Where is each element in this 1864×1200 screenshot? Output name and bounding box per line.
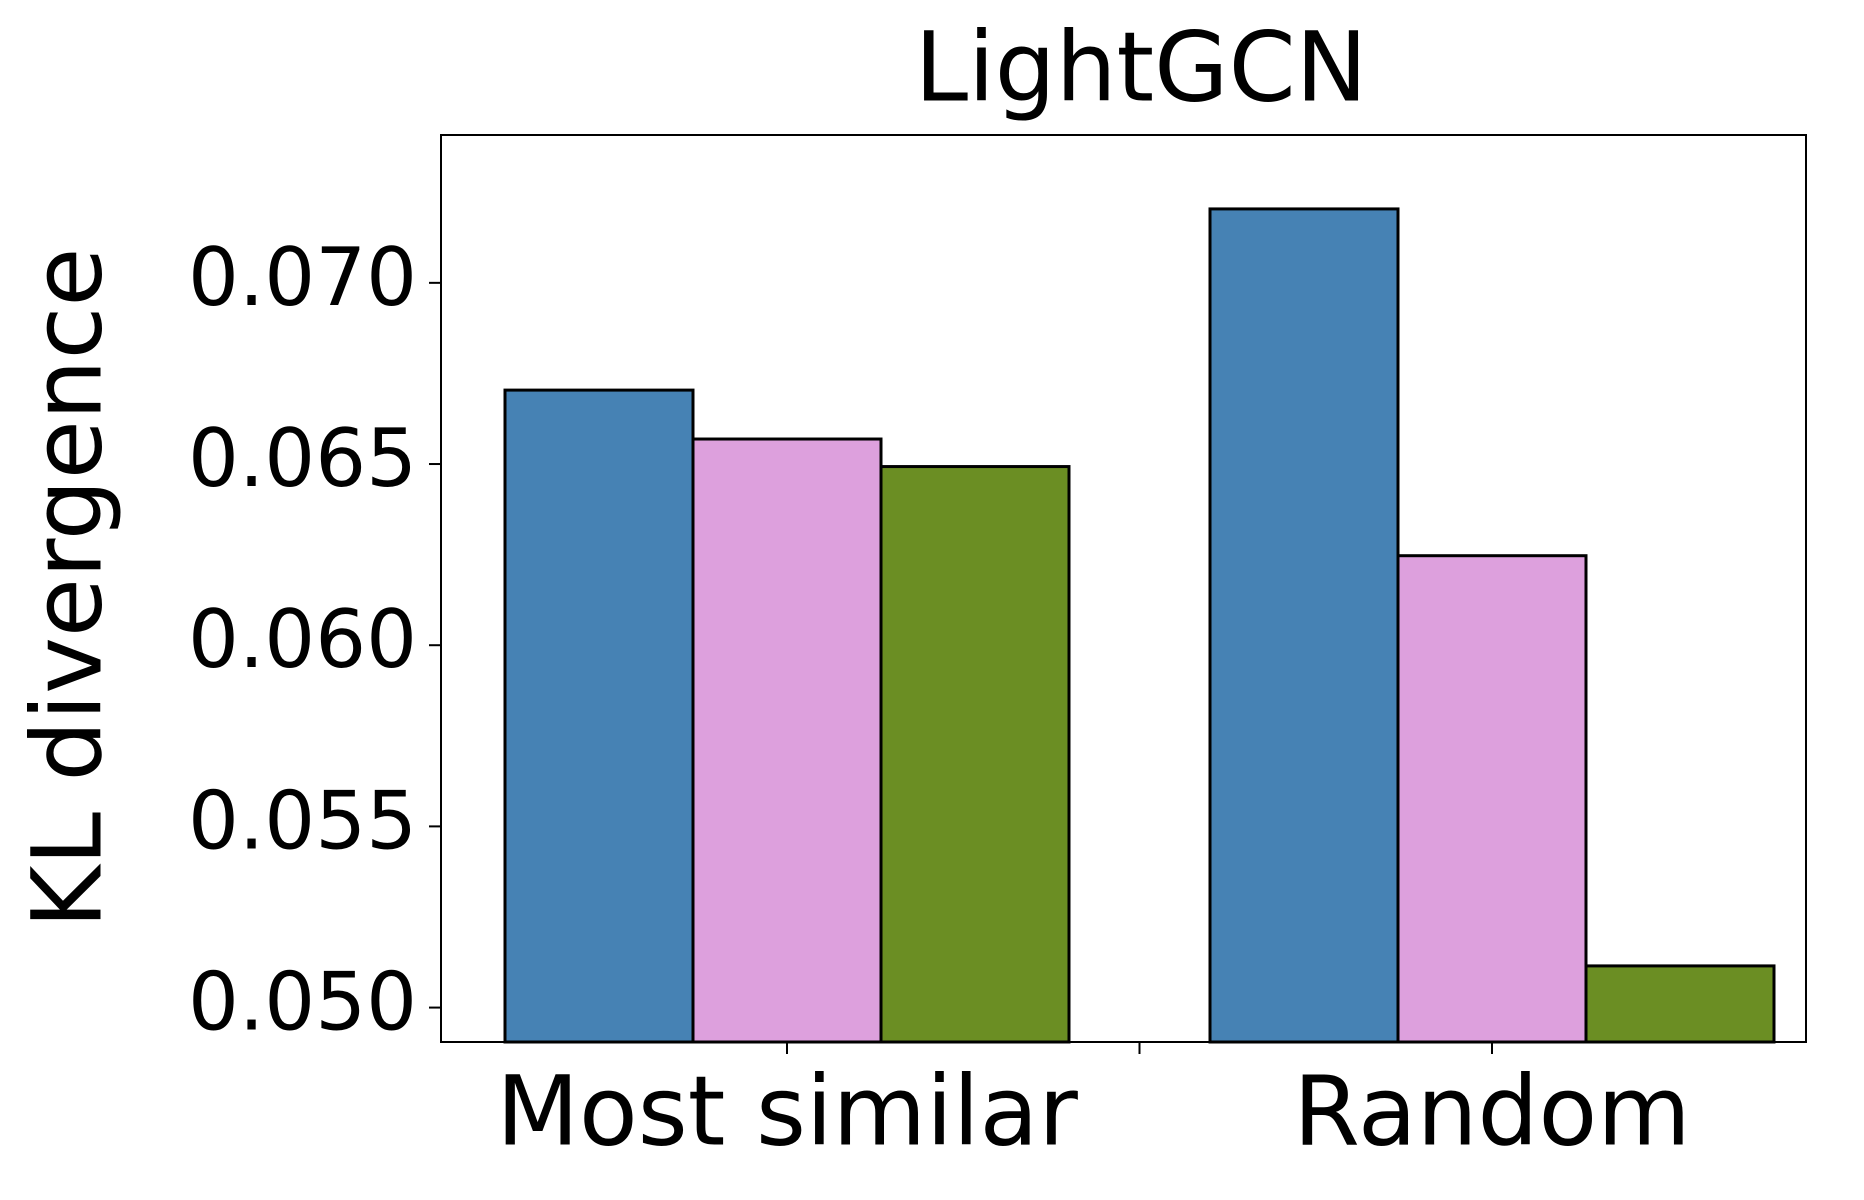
x-tick-label: Random (1293, 1055, 1690, 1167)
x-tick-label: Most similar (496, 1055, 1078, 1167)
y-tick-label: 0.050 (188, 956, 417, 1049)
bar (1584, 964, 1776, 1044)
bar (503, 388, 695, 1044)
y-tick-label: 0.055 (188, 774, 417, 867)
chart-title: LightGCN (915, 11, 1368, 123)
y-axis-label: KL divergence (11, 248, 123, 929)
y-tick-label: 0.070 (188, 231, 417, 324)
y-tick-label: 0.065 (188, 412, 417, 505)
bar (1396, 554, 1588, 1044)
bar (879, 465, 1071, 1044)
bar (1208, 207, 1400, 1044)
bar (691, 437, 883, 1044)
y-tick-label: 0.060 (188, 593, 417, 686)
plot-frame (440, 134, 1807, 1043)
